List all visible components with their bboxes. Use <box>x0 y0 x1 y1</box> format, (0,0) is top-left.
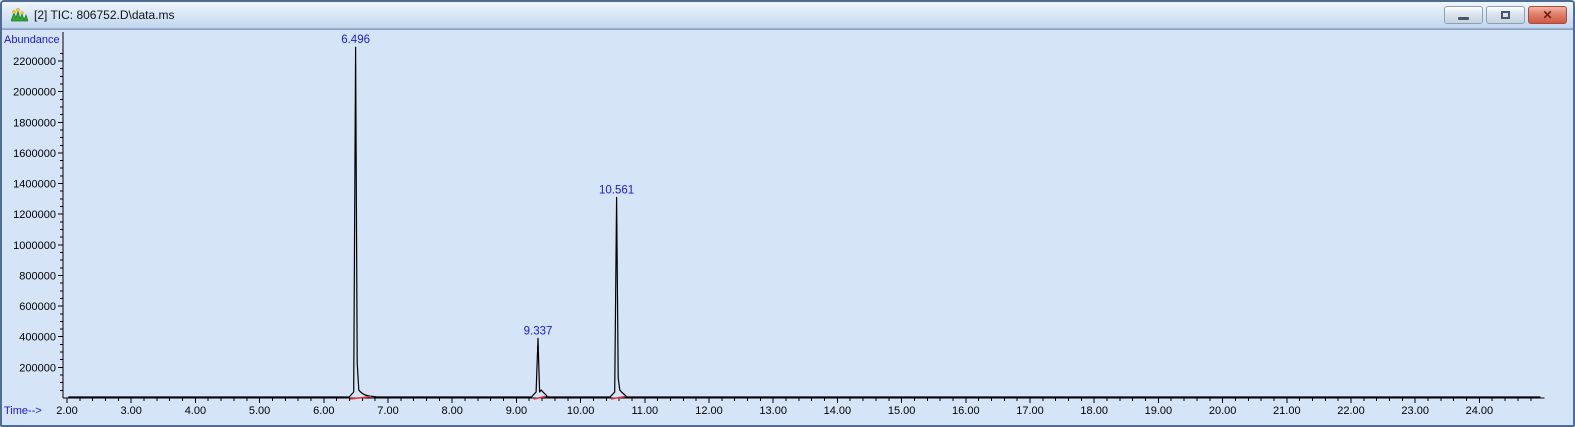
y-tick-label: 1600000 <box>13 148 56 160</box>
x-tick-label: 14.00 <box>824 405 852 417</box>
y-tick-label: 400000 <box>19 332 56 344</box>
y-tick-label: 1200000 <box>13 209 56 221</box>
x-tick-label: 7.00 <box>377 405 398 417</box>
integration-baseline-mark <box>610 395 626 400</box>
y-tick-label: 1400000 <box>13 179 56 191</box>
x-tick-label: 19.00 <box>1145 405 1173 417</box>
peak-retention-time-label: 6.496 <box>341 34 370 46</box>
chart-area[interactable]: 200000 400000 600000 800000 1000000 1200000 14… <box>2 29 1573 425</box>
peak-retention-time-label: 10.561 <box>599 184 634 196</box>
y-tick-label: 600000 <box>19 301 56 313</box>
minimize-button[interactable] <box>1444 6 1483 24</box>
x-tick-label: 20.00 <box>1209 405 1237 417</box>
restore-icon <box>1501 11 1510 19</box>
x-tick-label: 11.00 <box>631 405 658 417</box>
tic-chromatogram-plot[interactable]: 200000 400000 600000 800000 1000000 1200000 14… <box>2 30 1573 426</box>
y-tick-label: 2000000 <box>13 87 56 99</box>
window-title: [2] TIC: 806752.D\data.ms <box>34 8 175 22</box>
chromatogram-icon <box>11 8 28 22</box>
close-icon: ✕ <box>1542 8 1553 22</box>
x-tick-label: 8.00 <box>441 405 462 417</box>
x-tick-label: 3.00 <box>120 405 141 417</box>
x-tick-label: 13.00 <box>759 405 787 417</box>
x-tick-label: 4.00 <box>185 405 206 417</box>
integration-baseline-mark <box>533 395 546 400</box>
x-tick-label: 24.00 <box>1466 405 1494 417</box>
y-tick-label: 200000 <box>19 362 56 374</box>
x-tick-label: 5.00 <box>249 405 270 417</box>
window-titlebar[interactable]: [2] TIC: 806752.D\data.ms ✕ <box>2 2 1573 29</box>
restore-button[interactable] <box>1486 6 1525 24</box>
x-tick-label: 23.00 <box>1401 405 1429 417</box>
minimize-icon <box>1458 16 1469 20</box>
x-tick-label: 21.00 <box>1273 405 1301 417</box>
x-tick-label: 10.00 <box>567 405 595 417</box>
x-tick-label: 16.00 <box>952 405 980 417</box>
x-tick-label: 22.00 <box>1337 405 1365 417</box>
x-tick-label: 17.00 <box>1016 405 1044 417</box>
integration-baseline-mark <box>350 395 372 400</box>
y-tick-label: 1800000 <box>13 117 56 129</box>
x-tick-label: 15.00 <box>888 405 916 417</box>
x-tick-label: 12.00 <box>695 405 723 417</box>
x-tick-label: 9.00 <box>506 405 527 417</box>
close-button[interactable]: ✕ <box>1528 6 1567 24</box>
x-tick-label: 6.00 <box>313 405 334 417</box>
peak-retention-time-label: 9.337 <box>524 325 553 337</box>
x-tick-label: 2.00 <box>56 405 77 417</box>
y-tick-label: 2200000 <box>13 56 56 68</box>
y-tick-label: 1000000 <box>13 240 56 252</box>
y-tick-label: 800000 <box>19 270 56 282</box>
x-axis-title: Time--> <box>4 405 42 417</box>
y-axis-title: Abundance <box>4 34 60 46</box>
x-tick-label: 18.00 <box>1080 405 1108 417</box>
tic-trace <box>68 46 1541 398</box>
